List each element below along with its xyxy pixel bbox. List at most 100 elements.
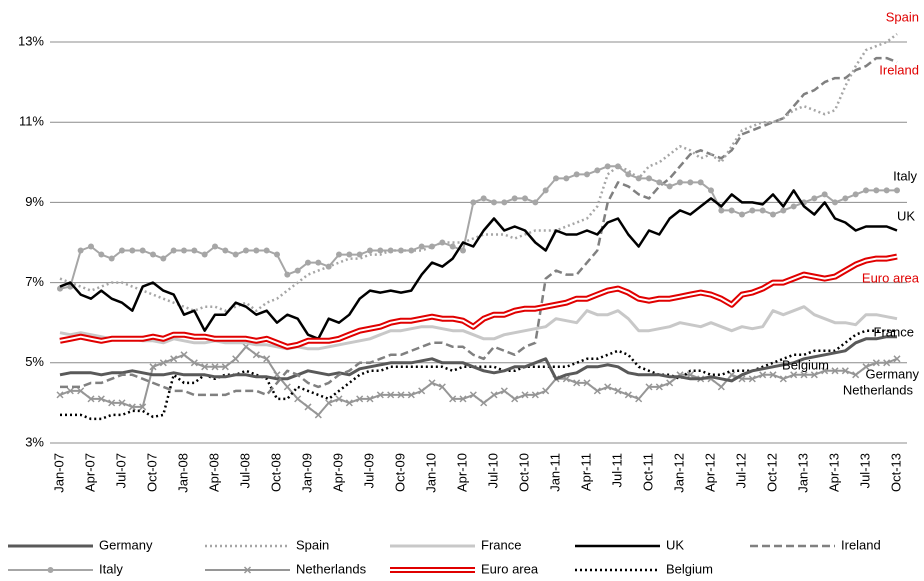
legend-item: Belgium [575, 561, 713, 576]
point [325, 263, 332, 270]
series-annotation: Ireland [879, 62, 919, 77]
x-tick-label: Oct-09 [392, 453, 407, 492]
x-tick-label: Oct-07 [144, 453, 159, 492]
legend-label: Italy [99, 561, 123, 576]
point [314, 411, 322, 419]
point [274, 251, 280, 258]
point [728, 207, 735, 214]
point [759, 207, 766, 214]
x-tick-label: Jul-12 [733, 453, 748, 488]
series-line [59, 253, 898, 350]
x-tick-label: Jul-07 [113, 453, 128, 488]
point [294, 267, 301, 274]
point [770, 211, 776, 218]
point [221, 363, 229, 371]
point [749, 207, 756, 214]
point [656, 179, 663, 186]
point [56, 391, 64, 399]
point [98, 251, 105, 258]
point [480, 399, 488, 407]
point [190, 359, 198, 367]
legend-item: Euro area [390, 561, 539, 576]
series-annotation: Euro area [862, 270, 920, 285]
point [635, 175, 642, 182]
point [407, 391, 415, 399]
point [149, 363, 157, 371]
point [893, 355, 901, 363]
point [542, 187, 549, 194]
point [532, 199, 539, 206]
point [418, 243, 425, 250]
x-tick-label: Apr-13 [826, 453, 841, 492]
point [180, 351, 188, 359]
point [624, 391, 632, 399]
point [594, 167, 601, 174]
point [655, 383, 663, 391]
point [666, 379, 674, 387]
series-line [60, 56, 898, 397]
point [387, 391, 395, 399]
point [501, 199, 508, 206]
point [77, 387, 85, 395]
point [645, 383, 653, 391]
point [222, 247, 229, 254]
legend-label: Belgium [666, 561, 713, 576]
point [821, 367, 829, 375]
point [563, 175, 570, 182]
point [480, 195, 487, 202]
point [449, 395, 457, 403]
x-tick-label: Jan-09 [299, 453, 314, 493]
point [459, 395, 467, 403]
point [593, 387, 601, 395]
point [666, 183, 673, 190]
point [397, 391, 405, 399]
legend-label: Germany [99, 537, 153, 552]
point [832, 199, 838, 206]
series-line [59, 335, 897, 383]
point [346, 251, 353, 258]
y-tick-label: 5% [25, 354, 44, 369]
point [273, 371, 281, 379]
point [491, 199, 497, 206]
point [521, 391, 529, 399]
point [108, 255, 115, 262]
x-tick-label: Apr-08 [206, 453, 221, 492]
point [531, 391, 539, 399]
legend-marker [47, 567, 54, 573]
point [242, 343, 250, 351]
point [852, 191, 859, 198]
series [59, 305, 898, 351]
point [438, 383, 446, 391]
x-tick-label: Jan-13 [795, 453, 810, 493]
point [139, 247, 146, 254]
point [170, 247, 177, 254]
point [283, 383, 291, 391]
point [315, 259, 322, 266]
point [604, 383, 612, 391]
point [305, 259, 311, 266]
series-annotation: Germany [866, 366, 920, 381]
point [128, 403, 136, 411]
point [583, 379, 591, 387]
point [159, 359, 167, 367]
point [708, 187, 714, 194]
x-tick-label: Apr-11 [578, 453, 593, 491]
point [345, 399, 353, 407]
point [873, 187, 880, 194]
legend-item: Spain [205, 537, 329, 552]
legend-label: UK [666, 537, 684, 552]
point [511, 195, 518, 202]
point [252, 351, 260, 359]
point [243, 247, 249, 254]
legend-label: Spain [296, 537, 329, 552]
point [748, 375, 756, 383]
series-annotation: Belgium [782, 357, 829, 372]
series-annotation: Spain [886, 9, 919, 24]
y-tick-label: 11% [19, 114, 44, 129]
series [57, 163, 900, 292]
series-annotation: Italy [893, 168, 917, 183]
point [779, 375, 787, 383]
series [59, 189, 898, 341]
point [211, 363, 219, 371]
legend-label: France [481, 537, 521, 552]
